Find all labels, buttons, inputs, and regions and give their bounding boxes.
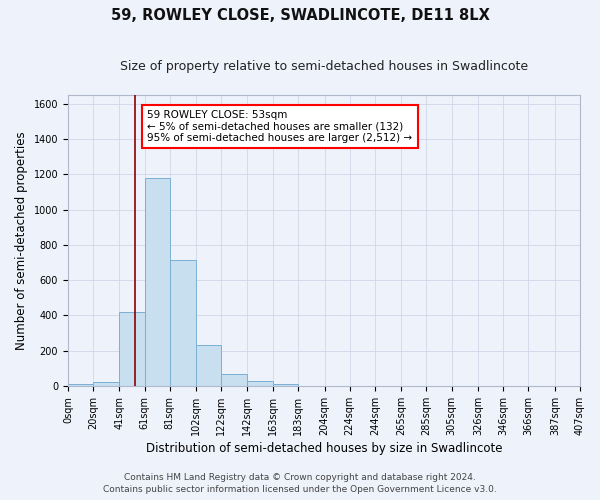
Bar <box>93 382 119 386</box>
Bar <box>68 384 93 386</box>
Bar <box>273 384 298 386</box>
Text: 59, ROWLEY CLOSE, SWADLINCOTE, DE11 8LX: 59, ROWLEY CLOSE, SWADLINCOTE, DE11 8LX <box>110 8 490 22</box>
X-axis label: Distribution of semi-detached houses by size in Swadlincote: Distribution of semi-detached houses by … <box>146 442 502 455</box>
Text: 59 ROWLEY CLOSE: 53sqm
← 5% of semi-detached houses are smaller (132)
95% of sem: 59 ROWLEY CLOSE: 53sqm ← 5% of semi-deta… <box>147 110 412 143</box>
Text: Contains HM Land Registry data © Crown copyright and database right 2024.
Contai: Contains HM Land Registry data © Crown c… <box>103 472 497 494</box>
Bar <box>145 178 170 386</box>
Bar <box>221 374 247 386</box>
Title: Size of property relative to semi-detached houses in Swadlincote: Size of property relative to semi-detach… <box>120 60 528 73</box>
Bar <box>170 260 196 386</box>
Bar <box>196 346 221 386</box>
Bar <box>247 381 273 386</box>
Bar <box>119 312 145 386</box>
Y-axis label: Number of semi-detached properties: Number of semi-detached properties <box>15 131 28 350</box>
